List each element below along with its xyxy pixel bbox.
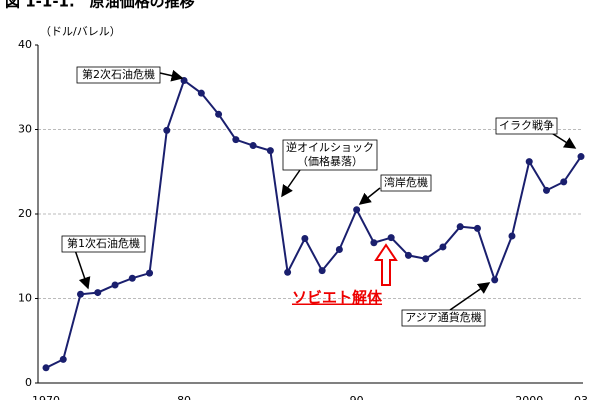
annotation-text: イラク戦争 xyxy=(499,118,554,132)
x-tick-label: 1970 xyxy=(32,394,60,400)
chart-title: 図 1-1-1. 原油価格の推移 xyxy=(5,0,195,11)
x-tick-label: 80 xyxy=(177,394,191,400)
point xyxy=(353,206,361,214)
point xyxy=(525,158,533,166)
point xyxy=(370,239,378,247)
point xyxy=(335,245,343,253)
annotation-arrow xyxy=(281,169,301,198)
point xyxy=(42,364,50,372)
annotation-box xyxy=(380,174,432,192)
annotation-arrow xyxy=(358,187,381,205)
point xyxy=(146,269,154,277)
point xyxy=(456,223,464,231)
annotation-box xyxy=(61,235,146,253)
point xyxy=(111,281,119,289)
point xyxy=(197,89,205,97)
point xyxy=(473,224,481,232)
annotation-text: 第2次石油危機 xyxy=(82,67,155,81)
y-tick-label: 0 xyxy=(25,376,32,389)
point xyxy=(508,232,516,240)
annotation-box xyxy=(76,66,161,84)
annotation-box xyxy=(495,117,558,135)
point xyxy=(560,178,568,186)
point xyxy=(94,289,102,297)
point xyxy=(128,274,136,282)
point xyxy=(215,110,223,118)
point xyxy=(542,186,550,194)
point xyxy=(284,268,292,276)
point xyxy=(163,126,171,134)
y-tick-label: 10 xyxy=(18,292,32,305)
highlight-arrow xyxy=(374,243,398,286)
highlight-text: ソビエト解体 xyxy=(292,289,383,307)
annotation-text: 逆オイルショック xyxy=(286,140,374,154)
y-tick-label: 20 xyxy=(18,207,32,220)
point xyxy=(77,290,85,298)
point xyxy=(422,255,430,263)
annotation-box xyxy=(401,309,486,327)
point xyxy=(439,243,447,251)
point xyxy=(318,267,326,275)
annotation-text: （価格暴落） xyxy=(297,154,363,168)
x-tick-label: 90 xyxy=(350,394,364,400)
y-tick-label: 30 xyxy=(18,123,32,136)
annotation-arrow xyxy=(159,69,184,82)
annotation-text: 湾岸危機 xyxy=(384,175,428,189)
point xyxy=(301,235,309,243)
annotation-arrow xyxy=(549,131,577,149)
annotation-box xyxy=(282,139,378,171)
point xyxy=(387,234,395,242)
annotation-text: 第1次石油危機 xyxy=(67,236,140,250)
annotation-arrow xyxy=(74,249,91,290)
y-axis-label: （ドル/バレル） xyxy=(40,25,121,38)
point xyxy=(577,153,585,161)
annotation-text: アジア通貨危機 xyxy=(405,310,482,324)
point xyxy=(59,355,67,363)
x-tick-label: 03 xyxy=(574,394,588,400)
x-tick-label: 2000 xyxy=(515,394,543,400)
point xyxy=(249,142,257,150)
y-tick-label: 40 xyxy=(18,38,32,51)
point xyxy=(266,147,274,155)
point xyxy=(404,251,412,259)
point xyxy=(232,136,240,144)
annotation-arrow xyxy=(449,282,491,311)
point xyxy=(491,276,499,284)
